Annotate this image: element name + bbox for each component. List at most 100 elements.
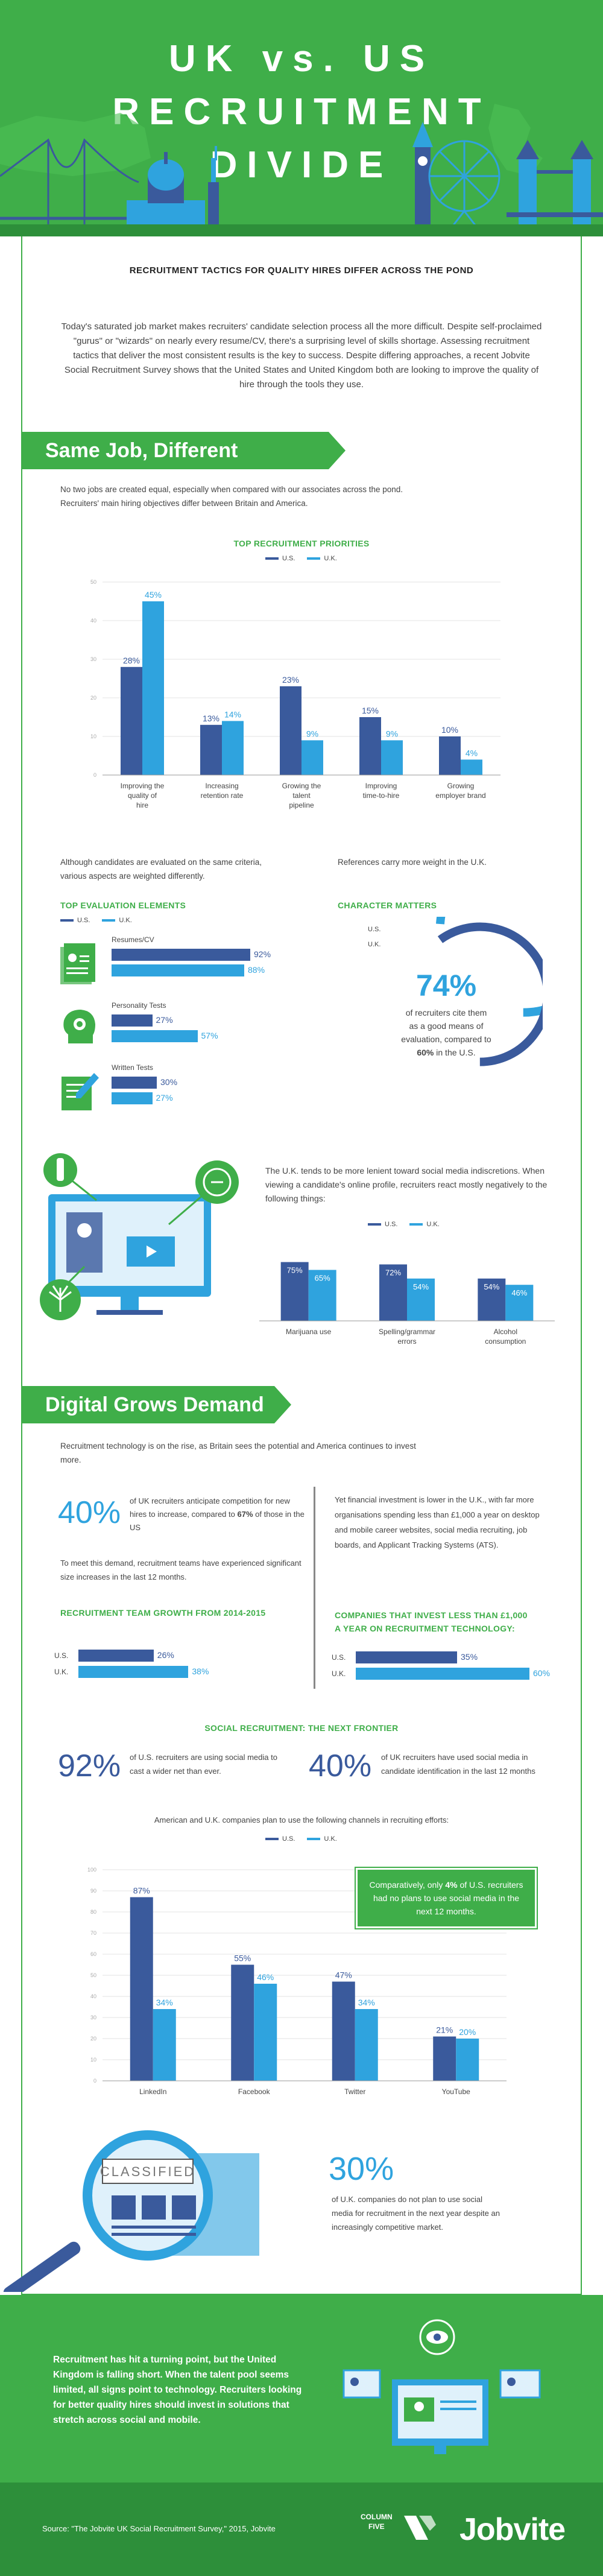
data-label: 54% xyxy=(413,1282,429,1291)
column-five-line1: COLUMN xyxy=(361,2513,393,2521)
bar-label: U.S. xyxy=(54,1651,69,1660)
liberty-icon xyxy=(208,146,219,224)
footer-bottom-bar xyxy=(0,2483,603,2576)
x-tick-label: errors xyxy=(397,1337,416,1346)
donut-uk-label: U.K. xyxy=(368,941,381,948)
title-line-2: RECRUITMENT xyxy=(112,91,491,133)
stat-30-text: of U.K. companies do not plan to use soc… xyxy=(332,2195,500,2232)
priorities-title: TOP RECRUITMENT PRIORITIES xyxy=(233,539,370,548)
x-tick-label: Facebook xyxy=(238,2087,271,2096)
data-label: 65% xyxy=(315,1274,330,1283)
uk-swatch xyxy=(102,919,116,922)
bar-us xyxy=(332,1981,355,2081)
data-label: 55% xyxy=(234,1954,251,1963)
invest-text: Yet financial investment is lower in the… xyxy=(335,1495,540,1549)
bar-value: 92% xyxy=(254,949,271,959)
bar-uk xyxy=(112,1030,198,1042)
stat-92: 92% xyxy=(58,1748,121,1783)
bar-uk xyxy=(112,1092,153,1104)
character-text-1: of recruiters cite them as a good means … xyxy=(401,1008,491,1044)
column-divider xyxy=(314,1487,315,1689)
bar-us xyxy=(379,1264,407,1321)
x-tick-label: YouTube xyxy=(442,2087,470,2096)
section-banner-digital: Digital Grows Demand xyxy=(21,1386,274,1423)
stat-40-text-1: of UK recruiters anticipate competition … xyxy=(130,1496,290,1519)
stat-40-social: 40% xyxy=(309,1748,372,1783)
channels-chart: 0 10 20 30 40 50 60 70 80 90 100 87% 34% LinkedIn 55% 4… xyxy=(87,1867,507,2096)
data-label: 9% xyxy=(386,729,398,738)
bar-us xyxy=(78,1650,154,1662)
bar-us xyxy=(112,1014,153,1027)
data-label: 45% xyxy=(145,590,162,600)
callout-text-3: of U.S. recruiters had no plans to use s… xyxy=(373,1880,523,1916)
x-tick-label: Alcohol xyxy=(494,1328,517,1336)
us-swatch xyxy=(265,557,279,560)
profile-card-icon xyxy=(66,1212,103,1273)
x-tick-label: Growing the xyxy=(282,782,321,790)
stat-40-text-2: 67% xyxy=(237,1510,253,1519)
column-five-line2: FIVE xyxy=(368,2522,385,2531)
y-tick-label: 20 xyxy=(90,2036,96,2042)
bar-value: 88% xyxy=(248,965,265,975)
column-five-logo: COLUMN FIVE xyxy=(361,2512,393,2531)
data-label: 14% xyxy=(224,709,241,719)
invest-title-2: A YEAR ON RECRUITMENT TECHNOLOGY: xyxy=(335,1624,515,1633)
x-tick-label: Spelling/grammar xyxy=(379,1328,435,1336)
channels-text: American and U.K. companies plan to use … xyxy=(154,1815,449,1824)
bar-value: 35% xyxy=(461,1652,478,1662)
y-tick-label: 30 xyxy=(90,2014,96,2021)
hero-header: UK vs. US RECRUITMENT DIVIDE xyxy=(0,0,603,236)
id-card-icon xyxy=(343,2369,381,2399)
bar-us xyxy=(359,717,381,775)
y-tick-label: 40 xyxy=(90,1993,96,1999)
x-tick-label: Improving xyxy=(365,782,397,790)
legend-uk: U.K. xyxy=(324,555,337,562)
bar-label: U.S. xyxy=(332,1653,346,1662)
data-label: 72% xyxy=(385,1268,401,1277)
x-tick-label: Improving the xyxy=(121,782,165,790)
callout-text-2: 4% xyxy=(445,1880,458,1890)
footer-illustration xyxy=(343,2319,541,2454)
y-tick-label: 100 xyxy=(87,1867,96,1873)
legend-us: U.S. xyxy=(385,1221,398,1228)
legend-uk: U.K. xyxy=(324,1835,337,1843)
banner-arrow xyxy=(274,1386,291,1423)
eval-legend: U.S. U.K. xyxy=(60,917,132,924)
data-label: 9% xyxy=(306,729,318,738)
y-tick-label: 50 xyxy=(90,579,96,585)
id-card-icon xyxy=(499,2369,541,2399)
uk-swatch xyxy=(409,1223,423,1226)
bar-uk xyxy=(461,759,482,775)
tower-bridge-icon xyxy=(507,140,603,224)
uk-swatch xyxy=(307,557,321,560)
data-label: 34% xyxy=(358,1998,375,2007)
data-label: 87% xyxy=(133,1886,150,1896)
bar-uk xyxy=(308,1270,336,1321)
donut-us-arc xyxy=(437,922,543,1066)
ref-intro: References carry more weight in the U.K. xyxy=(338,858,487,867)
x-tick-label: talent xyxy=(292,791,311,800)
y-tick-label: 50 xyxy=(90,1972,96,1978)
eval-title: TOP EVALUATION ELEMENTS xyxy=(60,900,186,910)
bar-us xyxy=(112,949,250,961)
data-label: 20% xyxy=(459,2027,476,2037)
y-tick-label: 10 xyxy=(90,733,96,739)
us-swatch xyxy=(60,919,74,922)
section-banner-same-job: Same Job, Different Approach xyxy=(21,432,329,499)
y-tick-label: 0 xyxy=(93,772,96,778)
data-label: 34% xyxy=(156,1998,173,2007)
priorities-legend: U.S. U.K. xyxy=(265,555,337,562)
x-tick-label: retention rate xyxy=(201,791,244,800)
x-tick-label: Marijuana use xyxy=(286,1328,332,1336)
title-line-1: UK vs. US xyxy=(168,38,435,80)
x-tick-label: time-to-hire xyxy=(363,791,400,800)
x-tick-label: employer brand xyxy=(435,791,485,800)
character-title: CHARACTER MATTERS xyxy=(338,900,437,910)
bar-us xyxy=(130,1897,153,2081)
bar-uk xyxy=(407,1278,435,1321)
y-tick-label: 30 xyxy=(90,656,96,662)
banner-arrow xyxy=(329,432,346,469)
bar-us xyxy=(280,1262,309,1321)
london-eye-icon xyxy=(428,140,500,231)
